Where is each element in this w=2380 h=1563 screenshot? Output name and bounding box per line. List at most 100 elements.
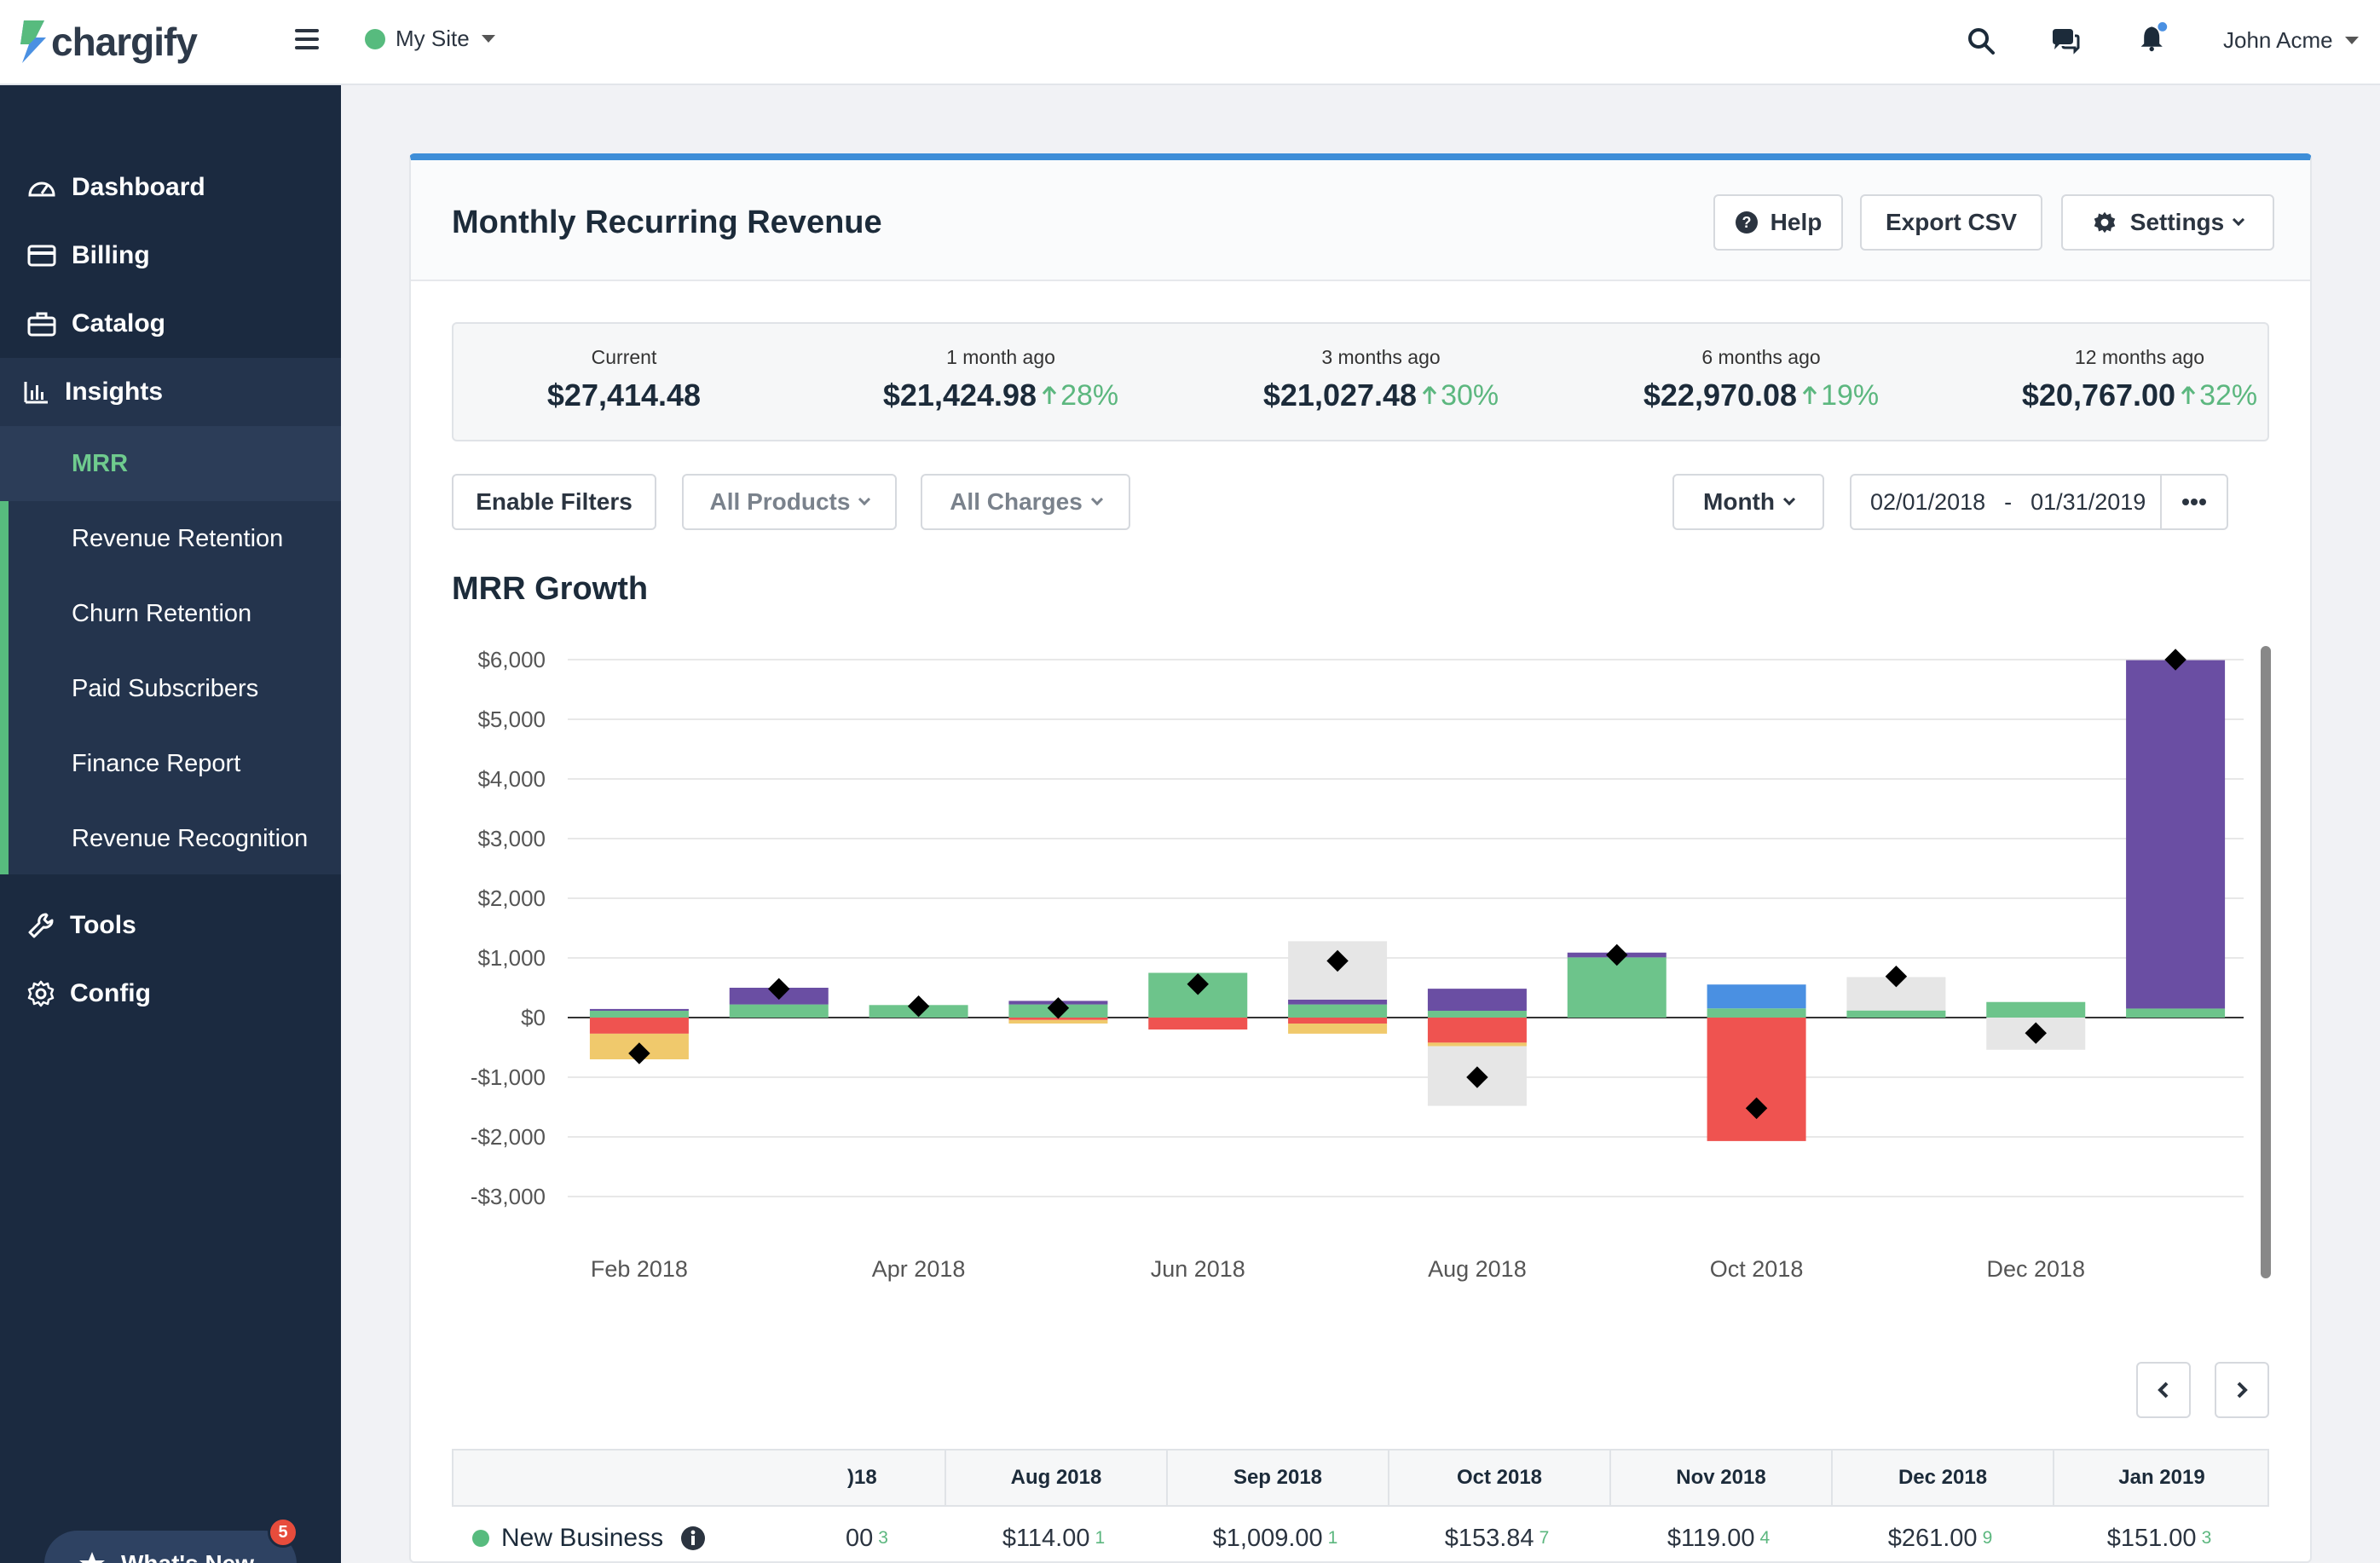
- insights-submenu: Insights MRR Revenue Retention Churn Ret…: [0, 358, 341, 874]
- search-icon[interactable]: [1966, 26, 1996, 56]
- chart-title: MRR Growth: [452, 571, 649, 607]
- bar-segment: [1148, 1018, 1248, 1030]
- sidebar-item-label: Config: [70, 979, 151, 1007]
- subitem-label: Revenue Recognition: [72, 824, 309, 852]
- cell-count: 9: [1982, 1528, 1993, 1548]
- bar-segment: [1846, 1010, 1946, 1018]
- sidebar-subitem-revenue-retention[interactable]: Revenue Retention: [0, 501, 341, 576]
- chevron-right-icon: [2237, 1381, 2248, 1399]
- row-label: New Business: [472, 1507, 706, 1563]
- card-header: Monthly Recurring Revenue ? Help Export …: [411, 160, 2310, 281]
- briefcase-icon: [27, 312, 56, 337]
- next-page-button[interactable]: [2215, 1362, 2269, 1418]
- summary-change: 19%: [1821, 378, 1880, 412]
- site-status-dot: [365, 28, 385, 49]
- more-options-button[interactable]: [2160, 476, 2227, 528]
- mrr-table: )18 Aug 2018 Sep 2018 Oct 2018 Nov 2018 …: [452, 1449, 2269, 1563]
- chargify-logo-icon: [20, 20, 46, 63]
- summary-6-months: 6 months ago $22,970.08 19%: [1591, 324, 1932, 443]
- summary-1-month: 1 month ago $21,424.98 28%: [830, 324, 1171, 443]
- bar-segment: [1567, 957, 1667, 1018]
- bar-segment: [1986, 1001, 2086, 1018]
- info-icon[interactable]: [680, 1526, 706, 1551]
- table-header: )18 Aug 2018 Sep 2018 Oct 2018 Nov 2018 …: [452, 1449, 2269, 1505]
- bar-segment: [1288, 1018, 1388, 1024]
- user-name: John Acme: [2223, 27, 2333, 53]
- bar-segment: [1427, 1011, 1527, 1018]
- date-to[interactable]: 01/31/2019: [2031, 488, 2146, 515]
- help-button[interactable]: ? Help: [1713, 194, 1843, 251]
- arrow-up-icon: [1802, 386, 1817, 404]
- chevron-down-icon: [2233, 213, 2245, 227]
- caret-down-icon: [481, 35, 495, 43]
- cell-value: $153.84: [1444, 1524, 1534, 1552]
- date-from[interactable]: 02/01/2018: [1870, 488, 1986, 515]
- charges-dropdown[interactable]: All Charges: [921, 474, 1130, 530]
- row-color-dot: [472, 1530, 489, 1547]
- hamburger-icon[interactable]: [295, 29, 319, 49]
- page-title: Monthly Recurring Revenue: [452, 205, 882, 240]
- sidebar-item-dashboard[interactable]: Dashboard: [0, 153, 341, 222]
- site-selector[interactable]: My Site: [365, 26, 495, 52]
- summary-label: 12 months ago: [2074, 346, 2205, 368]
- x-tick-label: Jun 2018: [1151, 1256, 1245, 1282]
- cell-count: 3: [2201, 1528, 2212, 1548]
- sidebar-item-label: Dashboard: [72, 173, 205, 201]
- table-cell: $261.00 9: [1829, 1507, 2051, 1563]
- period-dropdown[interactable]: Month: [1672, 474, 1824, 530]
- column-header: Aug 2018: [944, 1451, 1166, 1505]
- cell-count: 1: [1327, 1528, 1338, 1548]
- subitem-label: Revenue Retention: [72, 524, 284, 552]
- date-range-picker[interactable]: 02/01/2018 - 01/31/2019: [1850, 474, 2228, 530]
- sidebar-subitem-revenue-recognition[interactable]: Revenue Recognition: [0, 801, 341, 876]
- user-menu[interactable]: John Acme: [2223, 27, 2359, 54]
- summary-change: 30%: [1441, 378, 1499, 412]
- mrr-card: Monthly Recurring Revenue ? Help Export …: [409, 153, 2312, 1563]
- products-dropdown[interactable]: All Products: [682, 474, 897, 530]
- table-row: New Business 00 3 $114.00 1 $1,009.00 1 $15…: [452, 1505, 2269, 1563]
- notification-badge: 5: [268, 1517, 298, 1548]
- settings-button[interactable]: Settings: [2061, 194, 2274, 251]
- products-label: All Products: [709, 488, 851, 515]
- help-label: Help: [1770, 209, 1823, 235]
- sidebar-item-insights[interactable]: Insights: [0, 358, 341, 426]
- settings-label: Settings: [2129, 209, 2225, 235]
- export-csv-button[interactable]: Export CSV: [1860, 194, 2042, 251]
- chart-scrollbar: [2261, 646, 2271, 1278]
- chat-icon[interactable]: [2049, 26, 2080, 56]
- bar-segment: [1288, 1004, 1388, 1018]
- sidebar-subitem-finance-report[interactable]: Finance Report: [0, 726, 341, 801]
- bar-segment: [1427, 1018, 1527, 1043]
- prev-page-button[interactable]: [2136, 1362, 2191, 1418]
- chargify-logo[interactable]: chargify: [19, 19, 198, 65]
- summary-12-months: 12 months ago $20,767.00 32%: [1969, 324, 2310, 443]
- chevron-down-icon: [858, 493, 871, 506]
- summary-3-months: 3 months ago $21,027.48 30%: [1210, 324, 1551, 443]
- bar-segment: [729, 1004, 829, 1018]
- bar-segment: [1288, 1000, 1388, 1005]
- table-cell: 00 3: [846, 1507, 943, 1563]
- sidebar-item-tools[interactable]: Tools: [0, 891, 341, 960]
- period-label: Month: [1703, 488, 1775, 515]
- site-name: My Site: [396, 26, 470, 51]
- sidebar-item-billing[interactable]: Billing: [0, 222, 341, 290]
- whats-new-button[interactable]: What's New 5: [44, 1517, 298, 1563]
- sidebar-subitem-paid-subscribers[interactable]: Paid Subscribers: [0, 651, 341, 726]
- bell-icon[interactable]: [2138, 22, 2169, 53]
- net-marker: [768, 978, 790, 1001]
- bar-segment: [1008, 1019, 1108, 1024]
- cell-value: $119.00: [1667, 1524, 1755, 1552]
- bar-chart-icon: [24, 382, 48, 404]
- mrr-summary: Current $27,414.48 1 month ago $21,424.9…: [452, 322, 2269, 441]
- table-cell: $153.84 7: [1386, 1507, 1608, 1563]
- sidebar-item-catalog[interactable]: Catalog: [0, 290, 341, 358]
- sidebar-item-label: Insights: [65, 378, 164, 406]
- sidebar-subitem-mrr[interactable]: MRR: [0, 426, 341, 501]
- sidebar-item-label: Billing: [72, 241, 150, 269]
- summary-label: 6 months ago: [1701, 346, 1821, 368]
- sidebar-item-config[interactable]: Config: [0, 960, 341, 1028]
- sidebar-subitem-churn-retention[interactable]: Churn Retention: [0, 576, 341, 651]
- enable-filters-button[interactable]: Enable Filters: [452, 474, 656, 530]
- gear-icon: [2094, 211, 2116, 234]
- cell-value: $261.00: [1887, 1524, 1978, 1552]
